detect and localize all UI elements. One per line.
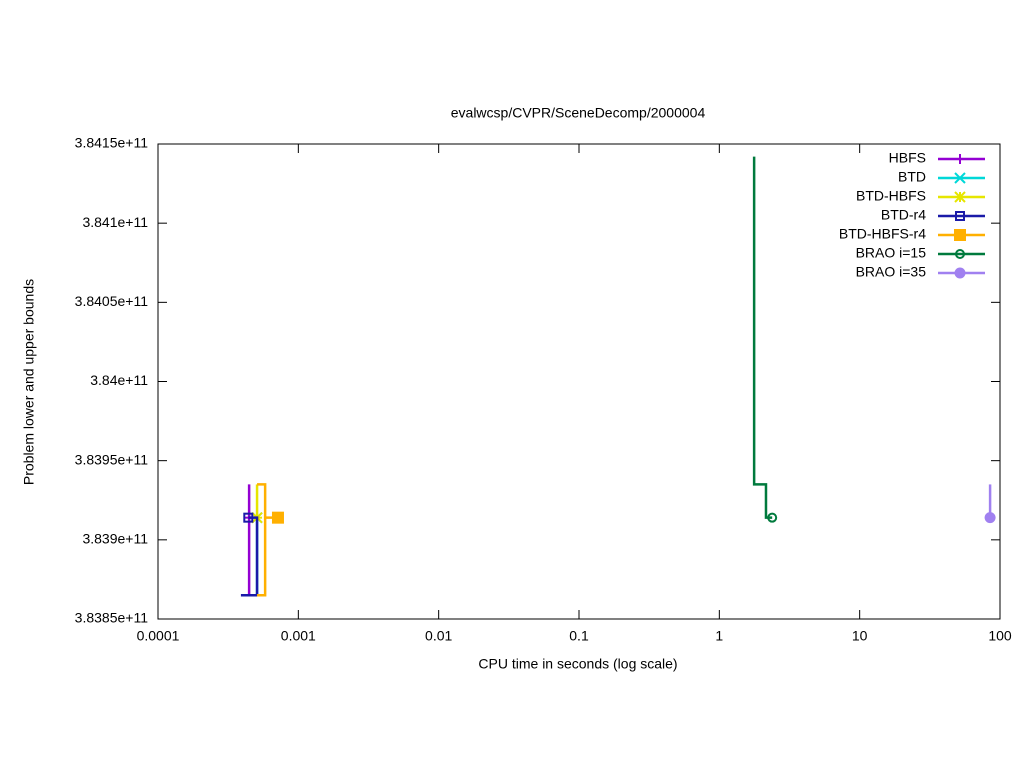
legend-label: HBFS xyxy=(889,150,926,166)
x-tick-label: 10 xyxy=(852,628,868,644)
marker xyxy=(271,511,284,524)
legend-label: BRAO i=35 xyxy=(856,264,927,280)
marker-stroke xyxy=(954,191,966,203)
marker-shape xyxy=(767,512,778,523)
marker xyxy=(954,267,966,279)
marker xyxy=(955,154,965,164)
x-axis-label: CPU time in seconds (log scale) xyxy=(478,656,677,672)
marker xyxy=(984,512,996,524)
y-tick-label: 3.8415e+11 xyxy=(75,135,149,151)
x-tick-label: 0.01 xyxy=(425,628,452,644)
marker xyxy=(955,211,965,221)
legend-label: BTD xyxy=(898,169,926,185)
series-line xyxy=(240,484,251,597)
x-tick-label: 0.0001 xyxy=(137,628,180,644)
y-tick-label: 3.839e+11 xyxy=(82,531,148,547)
marker xyxy=(954,172,966,184)
marker-shape xyxy=(955,249,965,259)
marker xyxy=(243,512,254,523)
marker xyxy=(955,249,965,259)
marker-shape xyxy=(954,229,966,241)
marker xyxy=(954,191,966,203)
y-tick-label: 3.8405e+11 xyxy=(75,293,149,309)
legend-label: BRAO i=15 xyxy=(856,245,927,261)
marker-shape xyxy=(984,512,996,524)
marker-stroke xyxy=(954,172,966,184)
y-tick-label: 3.84e+11 xyxy=(90,372,148,388)
marker-shape xyxy=(955,211,965,221)
series-line xyxy=(752,156,773,519)
legend-label: BTD-r4 xyxy=(881,207,926,223)
marker-shape xyxy=(954,267,966,279)
chart-title: evalwcsp/CVPR/SceneDecomp/2000004 xyxy=(451,105,706,121)
y-tick-label: 3.841e+11 xyxy=(82,214,148,230)
x-tick-label: 0.001 xyxy=(281,628,316,644)
legend-label: BTD-HBFS xyxy=(856,188,926,204)
y-tick-label: 3.8395e+11 xyxy=(75,451,149,467)
marker xyxy=(954,229,966,241)
y-tick-label: 3.8385e+11 xyxy=(75,610,149,626)
legend-label: BTD-HBFS-r4 xyxy=(839,226,926,242)
x-tick-label: 0.1 xyxy=(569,628,589,644)
series-line xyxy=(257,483,278,597)
plot-frame xyxy=(157,143,1001,620)
marker-shape xyxy=(243,512,254,523)
marker xyxy=(767,512,778,523)
marker-shape xyxy=(271,511,284,524)
x-tick-label: 100 xyxy=(988,628,1012,644)
y-axis-label: Problem lower and upper bounds xyxy=(21,279,37,485)
x-tick-label: 1 xyxy=(715,628,723,644)
